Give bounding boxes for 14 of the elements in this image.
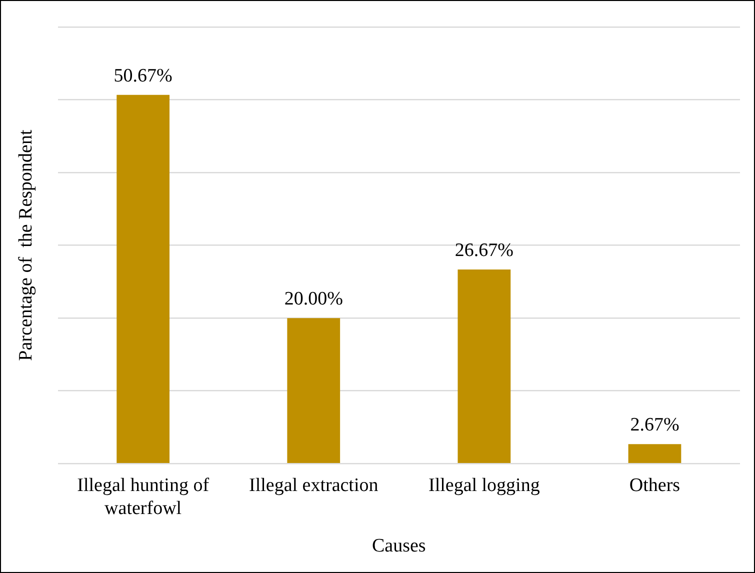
- bar: [116, 94, 170, 463]
- x-tick-label: Illegal logging: [428, 474, 540, 496]
- bar: [628, 444, 682, 463]
- data-label: 2.67%: [630, 414, 680, 436]
- bar: [458, 270, 511, 463]
- data-label: 20.00%: [284, 288, 344, 310]
- data-label: 26.67%: [454, 240, 514, 262]
- bar: [287, 318, 340, 463]
- y-axis-title: Parcentage of the Respondent: [15, 129, 36, 361]
- x-axis-title: Causes: [372, 536, 426, 557]
- data-label: 50.67%: [114, 65, 173, 86]
- x-tick-label: Illegal hunting of waterfowl: [77, 474, 210, 519]
- x-tick-label: Illegal extraction: [249, 474, 379, 496]
- x-tick-label: Others: [629, 474, 680, 496]
